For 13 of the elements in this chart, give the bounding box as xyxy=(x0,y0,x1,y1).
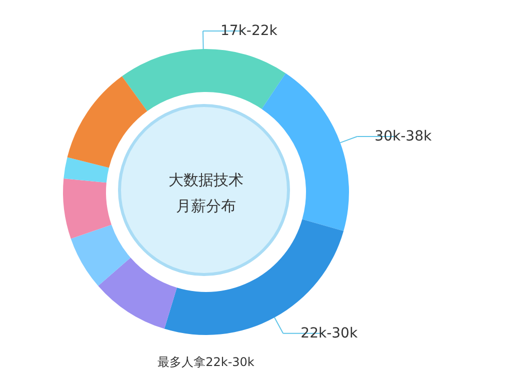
text: 最多人拿22k-30k xyxy=(158,355,254,369)
slice-label: 30k-38k xyxy=(374,128,432,145)
slice-label: 17k-22k xyxy=(220,23,278,40)
slice-label: 22k-30k xyxy=(300,325,358,342)
text: 大数据技术 xyxy=(168,171,244,189)
text: 月薪分布 xyxy=(176,197,236,215)
donut-slice xyxy=(70,224,131,286)
donut-slice xyxy=(122,49,286,112)
donut-slice xyxy=(98,258,177,329)
donut-slice xyxy=(67,76,148,168)
donut-slice xyxy=(63,178,112,239)
donut-slice xyxy=(262,73,349,232)
donut-slice xyxy=(64,157,109,183)
